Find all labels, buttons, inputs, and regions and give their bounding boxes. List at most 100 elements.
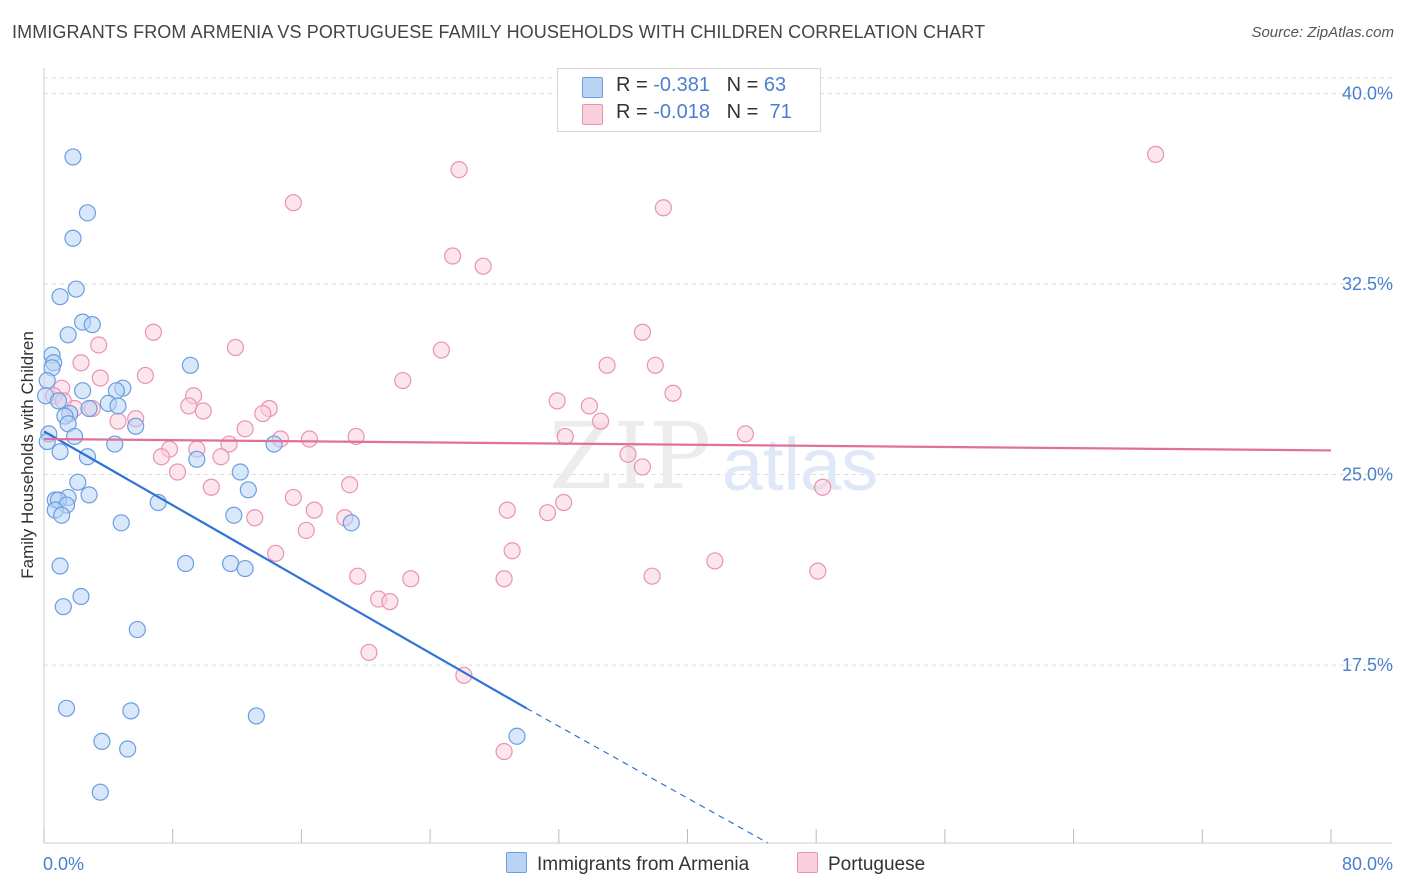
r-value: -0.381 <box>653 74 710 96</box>
point-portuguese <box>664 384 682 402</box>
point-portuguese <box>347 427 365 446</box>
point-portuguese <box>91 369 109 387</box>
legend-swatch-portuguese <box>797 852 818 873</box>
point-portuguese <box>654 199 672 217</box>
point-armenia <box>176 554 195 573</box>
point-portuguese <box>168 463 187 481</box>
point-portuguese <box>236 420 254 438</box>
point-portuguese <box>706 552 724 570</box>
point-armenia <box>78 204 97 222</box>
point-armenia <box>231 463 249 481</box>
point-portuguese <box>474 257 492 275</box>
point-armenia <box>91 783 109 801</box>
point-portuguese <box>144 323 162 341</box>
point-armenia <box>51 443 69 461</box>
point-portuguese <box>300 430 319 448</box>
point-portuguese <box>643 567 661 585</box>
point-portuguese <box>556 427 574 446</box>
point-portuguese <box>109 412 127 430</box>
point-armenia <box>225 506 243 524</box>
point-armenia <box>57 699 76 717</box>
point-armenia <box>83 316 101 334</box>
trendline-portuguese <box>43 437 1332 452</box>
point-armenia <box>51 288 69 306</box>
r-value: -0.018 <box>653 101 710 123</box>
y-axis-label: Family Households with Children <box>18 331 37 579</box>
legend-label-armenia: Immigrants from Armenia <box>537 854 750 875</box>
point-armenia <box>239 481 257 499</box>
point-portuguese <box>212 448 230 466</box>
legend-swatch-portuguese <box>582 104 603 125</box>
tick-labels: 17.5% 25.0% 32.5% 40.0% 0.0% 80.0% <box>43 83 1393 874</box>
legend-label-portuguese: Portuguese <box>828 854 926 875</box>
y-tick-label: 25.0% <box>1342 465 1393 485</box>
point-armenia <box>64 148 82 166</box>
legend-swatch-armenia <box>582 77 603 98</box>
point-armenia <box>49 392 68 410</box>
point-armenia <box>51 557 69 575</box>
point-armenia <box>127 417 145 435</box>
n-value: 63 <box>763 74 787 96</box>
point-portuguese <box>555 493 573 512</box>
trendline-armenia-extension <box>526 707 769 844</box>
point-portuguese <box>503 542 521 560</box>
point-portuguese <box>592 412 610 430</box>
n-label: N = <box>726 101 759 123</box>
point-portuguese <box>297 521 315 540</box>
point-armenia <box>122 702 140 720</box>
point-armenia <box>236 559 254 578</box>
y-tick-label: 40.0% <box>1342 83 1393 103</box>
point-armenia <box>119 740 137 758</box>
r-label: R = <box>616 74 648 96</box>
point-portuguese <box>455 666 473 684</box>
point-portuguese <box>152 448 171 466</box>
point-armenia <box>38 371 56 390</box>
point-portuguese <box>194 402 212 420</box>
point-portuguese <box>633 323 652 341</box>
point-portuguese <box>394 371 412 390</box>
legend-item-portuguese[interactable]: Portuguese <box>797 852 925 876</box>
y-tick-label: 32.5% <box>1342 274 1393 294</box>
point-armenia <box>128 620 146 639</box>
point-armenia <box>188 450 206 468</box>
point-armenia <box>59 326 77 344</box>
r-label: R = <box>616 101 648 123</box>
point-portuguese <box>402 570 420 588</box>
point-portuguese <box>90 336 108 354</box>
point-armenia <box>508 727 526 745</box>
point-portuguese <box>619 445 637 463</box>
point-portuguese <box>284 488 302 507</box>
point-portuguese <box>814 478 832 496</box>
point-armenia <box>65 427 84 446</box>
point-portuguese <box>444 247 462 265</box>
point-armenia <box>54 598 72 616</box>
point-portuguese <box>1147 145 1165 163</box>
trendline-armenia <box>43 430 528 710</box>
axes <box>43 68 1392 844</box>
point-portuguese <box>284 194 302 212</box>
point-portuguese <box>598 356 616 374</box>
point-portuguese <box>226 338 245 357</box>
point-portuguese <box>432 341 450 359</box>
point-armenia <box>74 382 92 400</box>
legend-swatch-armenia <box>506 852 527 873</box>
point-portuguese <box>381 593 399 611</box>
n-value: 71 <box>769 101 792 123</box>
chart-title: IMMIGRANTS FROM ARMENIA VS PORTUGUESE FA… <box>12 22 986 42</box>
point-armenia <box>247 707 265 725</box>
point-portuguese <box>180 397 198 415</box>
point-portuguese <box>809 562 827 580</box>
point-portuguese <box>360 643 378 662</box>
point-armenia <box>80 399 98 418</box>
point-portuguese <box>538 504 557 522</box>
trendlines <box>43 430 1332 844</box>
point-portuguese <box>136 366 154 385</box>
legend-item-armenia[interactable]: Immigrants from Armenia <box>506 852 749 876</box>
point-armenia <box>69 473 87 491</box>
point-armenia <box>181 356 199 374</box>
point-portuguese <box>254 404 272 423</box>
x-tick-label: 0.0% <box>43 854 84 874</box>
point-portuguese <box>349 567 367 585</box>
point-armenia <box>80 486 98 504</box>
